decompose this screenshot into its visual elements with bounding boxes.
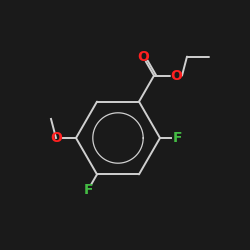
Text: O: O: [137, 50, 149, 64]
Text: O: O: [50, 131, 62, 145]
Text: F: F: [173, 131, 183, 145]
Text: F: F: [83, 183, 93, 197]
Text: O: O: [170, 69, 182, 83]
